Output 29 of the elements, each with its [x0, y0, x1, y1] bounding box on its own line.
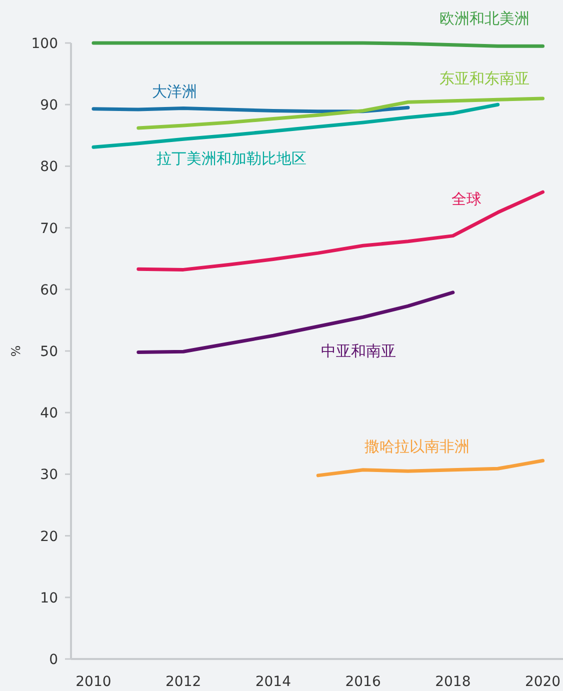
- series-label: 拉丁美洲和加勒比地区: [156, 150, 306, 168]
- line-series: [136, 96, 545, 130]
- line-series: [136, 190, 545, 272]
- line-series: [316, 458, 545, 478]
- series-label: 撒哈拉以南非洲: [364, 437, 470, 456]
- series-label: 大洋洲: [152, 82, 197, 101]
- x-tick-label: 2016: [345, 674, 381, 690]
- x-tick-label: 2018: [435, 674, 471, 690]
- y-tick-label: 30: [40, 467, 58, 484]
- x-tick-label: 2020: [524, 674, 561, 690]
- y-tick-label: 20: [40, 528, 58, 545]
- series-label: 东亚和东南亚: [439, 70, 530, 88]
- x-tick-label: 2010: [76, 674, 112, 690]
- y-tick-label: 10: [40, 590, 58, 606]
- y-tick-label: 40: [40, 406, 58, 422]
- y-tick-label: 60: [40, 282, 58, 298]
- x-tick-label: 2012: [166, 674, 202, 690]
- y-tick-label: 70: [40, 220, 58, 237]
- series-label: 欧洲和北美洲: [439, 9, 530, 28]
- x-tick-label: 2014: [255, 674, 292, 690]
- series-label: 全球: [451, 190, 482, 208]
- y-tick-label: 90: [40, 98, 58, 114]
- y-tick-label: 100: [31, 36, 58, 52]
- line-series: [92, 102, 500, 149]
- y-tick-label: 80: [40, 159, 58, 176]
- y-tick-label: 0: [49, 652, 58, 668]
- y-tick-label: 50: [40, 344, 58, 360]
- series-label: 中亚和南亚: [321, 342, 396, 360]
- y-axis-title: %: [9, 345, 23, 357]
